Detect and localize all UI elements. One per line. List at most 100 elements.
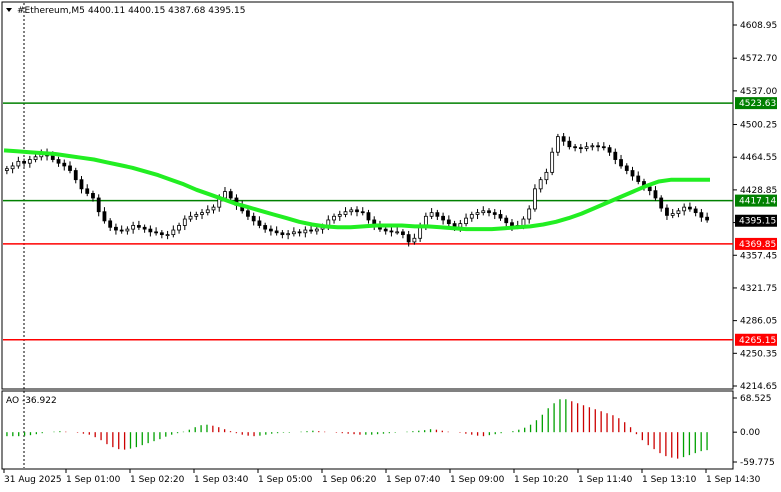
candle-body bbox=[251, 215, 256, 222]
candle-body bbox=[665, 207, 669, 216]
candle-body bbox=[624, 165, 629, 171]
candle-body bbox=[205, 209, 210, 214]
candle-body bbox=[636, 175, 641, 182]
candle-body bbox=[286, 233, 291, 236]
candle-body bbox=[280, 232, 285, 236]
candle-body bbox=[211, 206, 216, 211]
candle-body bbox=[68, 165, 72, 171]
candle-body bbox=[578, 147, 583, 150]
candle-body bbox=[337, 214, 342, 217]
candle-body bbox=[527, 208, 532, 220]
candle-body bbox=[492, 212, 497, 215]
price-tick-label: 4357.45 bbox=[740, 251, 777, 261]
level-price-label: 4369.85 bbox=[739, 240, 776, 250]
candle-body bbox=[62, 162, 67, 167]
candle-body bbox=[297, 231, 302, 234]
candle-body bbox=[670, 213, 675, 216]
ohlc-values: 4400.11 4400.15 4387.68 4395.15 bbox=[88, 6, 245, 16]
candle-body bbox=[682, 206, 687, 212]
candle-body bbox=[165, 234, 170, 237]
level-price-label: 4523.63 bbox=[739, 99, 776, 109]
candle-body bbox=[269, 228, 273, 232]
candle-body bbox=[441, 215, 445, 221]
candle-body bbox=[182, 218, 187, 226]
candle-body bbox=[544, 171, 549, 181]
candle-body bbox=[131, 225, 136, 230]
candle-body bbox=[56, 159, 61, 164]
candle-body bbox=[389, 230, 394, 233]
candle-body bbox=[475, 212, 480, 215]
candle-body bbox=[688, 206, 692, 210]
candle-body bbox=[96, 197, 101, 213]
time-tick-label: 1 Sep 10:20 bbox=[514, 475, 569, 485]
candle-body bbox=[274, 230, 279, 234]
candle-body bbox=[630, 170, 635, 177]
time-tick-label: 1 Sep 13:10 bbox=[642, 475, 697, 485]
level-price-label: 4417.14 bbox=[739, 197, 776, 207]
candle-body bbox=[108, 220, 113, 228]
dropdown-triangle-icon[interactable] bbox=[6, 8, 12, 12]
candle-body bbox=[550, 151, 555, 173]
candle-body bbox=[10, 165, 15, 170]
candle-body bbox=[395, 231, 400, 234]
price-tick-label: 4214.65 bbox=[740, 382, 777, 392]
candle-body bbox=[607, 147, 612, 153]
price-tick-label: 4608.95 bbox=[740, 21, 777, 31]
time-tick-label: 1 Sep 03:40 bbox=[194, 475, 249, 485]
candle-body bbox=[91, 193, 95, 199]
candle-body bbox=[159, 232, 164, 236]
candle-body bbox=[601, 146, 606, 149]
level-price-label: 4265.15 bbox=[739, 336, 776, 346]
candle-body bbox=[314, 228, 319, 232]
candle-body bbox=[567, 140, 572, 148]
candle-body bbox=[188, 215, 193, 220]
time-tick-label: 1 Sep 06:20 bbox=[322, 475, 377, 485]
candle-body bbox=[676, 210, 681, 214]
candle-body bbox=[659, 197, 664, 209]
candle-body bbox=[464, 217, 468, 225]
candle-body bbox=[401, 231, 405, 236]
candle-body bbox=[355, 209, 359, 213]
candle-body bbox=[412, 237, 417, 243]
candle-body bbox=[177, 225, 181, 231]
candle-body bbox=[383, 228, 388, 232]
candle-body bbox=[705, 216, 710, 221]
candle-body bbox=[291, 231, 296, 235]
candle-body bbox=[16, 160, 21, 167]
time-tick-label: 1 Sep 05:00 bbox=[258, 475, 313, 485]
candle-body bbox=[79, 179, 84, 190]
candle-body bbox=[693, 208, 698, 214]
price-tick-label: 4500.25 bbox=[740, 121, 777, 131]
candle-body bbox=[487, 210, 491, 214]
candle-body bbox=[332, 215, 336, 221]
price-tick-label: 4572.70 bbox=[740, 54, 777, 64]
candle-body bbox=[498, 214, 503, 219]
candle-body bbox=[533, 188, 537, 210]
time-tick-label: 1 Sep 07:40 bbox=[386, 475, 441, 485]
main-chart-frame bbox=[1, 1, 734, 390]
candle-body bbox=[596, 145, 600, 148]
price-tick-label: 4286.05 bbox=[740, 317, 777, 327]
time-tick-label: 31 Aug 2025 bbox=[4, 475, 62, 485]
time-tick-label: 1 Sep 14:30 bbox=[706, 475, 761, 485]
candle-body bbox=[142, 226, 147, 230]
candle-body bbox=[469, 214, 474, 219]
candle-body bbox=[22, 160, 26, 164]
price-tick-label: 4250.35 bbox=[740, 349, 777, 359]
candle-body bbox=[194, 214, 199, 217]
candle-body bbox=[154, 231, 159, 234]
candle-body bbox=[555, 136, 560, 153]
candle-body bbox=[4, 168, 9, 171]
candle-body bbox=[303, 229, 308, 234]
candle-body bbox=[360, 211, 365, 214]
ao-panel-frame bbox=[1, 390, 734, 470]
candle-body bbox=[33, 156, 38, 160]
candle-body bbox=[27, 159, 32, 164]
candle-body bbox=[119, 229, 124, 232]
price-tick-label: 4464.55 bbox=[740, 153, 777, 163]
candle-body bbox=[136, 225, 141, 228]
candle-body bbox=[148, 228, 153, 233]
candle-body bbox=[50, 155, 55, 160]
